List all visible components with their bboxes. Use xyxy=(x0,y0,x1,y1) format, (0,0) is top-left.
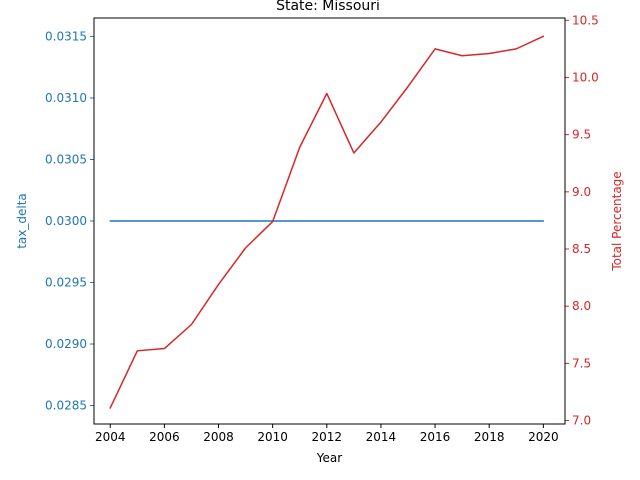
y-axis-right-label: Total Percentage xyxy=(610,171,624,271)
x-tick-label: 2004 xyxy=(95,430,126,444)
y-left-tick-label: 0.0305 xyxy=(45,152,87,166)
x-axis: 2004 2006 2008 2010 2012 2014 2016 2018 2020 xyxy=(95,424,559,444)
y-axis-right: 7.0 7.5 8.0 8.5 9.0 9.5 10.0 10.5 xyxy=(565,13,599,428)
x-tick-label: 2006 xyxy=(149,430,180,444)
y-left-tick-label: 0.0315 xyxy=(45,29,87,43)
y-right-tick-label: 8.0 xyxy=(572,299,591,313)
y-axis-left: 0.0285 0.0290 0.0295 0.0300 0.0305 0.0310 0.03… xyxy=(45,29,94,413)
plot-area xyxy=(109,35,545,409)
x-tick-label: 2014 xyxy=(366,430,397,444)
x-tick-label: 2008 xyxy=(203,430,234,444)
x-tick-label: 2010 xyxy=(257,430,288,444)
x-tick-label: 2020 xyxy=(528,430,559,444)
y-right-tick-label: 10.0 xyxy=(572,70,599,84)
y-axis-left-label: tax_delta xyxy=(15,193,29,249)
x-tick-label: 2018 xyxy=(474,430,505,444)
y-right-tick-label: 7.5 xyxy=(572,356,591,370)
y-left-tick-label: 0.0290 xyxy=(45,337,87,351)
x-axis-label: Year xyxy=(316,451,342,465)
y-right-tick-label: 7.0 xyxy=(572,414,591,428)
y-left-tick-label: 0.0310 xyxy=(45,91,87,105)
y-left-tick-label: 0.0285 xyxy=(45,399,87,413)
y-left-tick-label: 0.0295 xyxy=(45,276,87,290)
x-tick-label: 2012 xyxy=(312,430,343,444)
x-tick-label: 2016 xyxy=(420,430,451,444)
plot-frame xyxy=(93,17,566,425)
y-right-tick-label: 9.0 xyxy=(572,185,591,199)
y-right-tick-label: 9.5 xyxy=(572,128,591,142)
series-line-total-percentage xyxy=(109,35,545,409)
y-right-tick-label: 8.5 xyxy=(572,242,591,256)
chart-title: State: Missouri xyxy=(276,0,380,14)
y-right-tick-label: 10.5 xyxy=(572,13,599,27)
y-left-tick-label: 0.0300 xyxy=(45,214,87,228)
